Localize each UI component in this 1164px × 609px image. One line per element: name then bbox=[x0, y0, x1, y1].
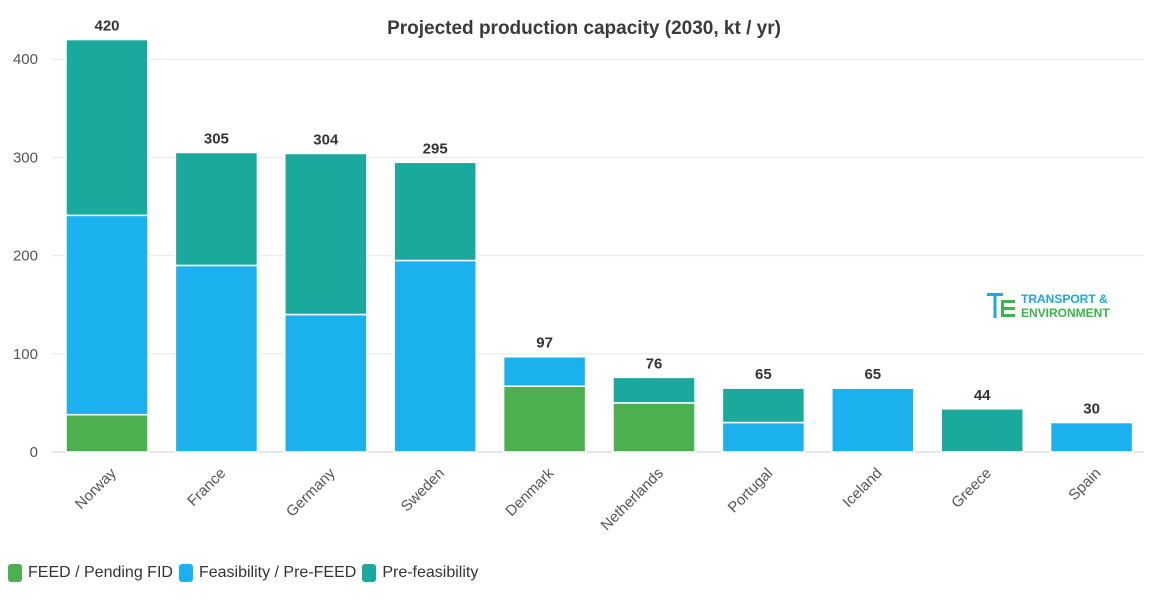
bar-segment[interactable] bbox=[65, 214, 149, 416]
legend-swatch-feasibility bbox=[178, 564, 193, 582]
y-tick-label: 200 bbox=[13, 248, 38, 265]
bar-segment[interactable] bbox=[284, 313, 368, 453]
legend: FEED / Pending FID Feasibility / Pre-FEE… bbox=[8, 564, 484, 582]
bar-segment[interactable] bbox=[502, 385, 587, 453]
x-category-label: Portugal bbox=[725, 465, 777, 517]
x-category-label: Sweden bbox=[398, 465, 448, 515]
brand-line-1: TRANSPORT & bbox=[1021, 292, 1108, 306]
bar-total-label: 295 bbox=[423, 140, 448, 157]
bar-segment[interactable] bbox=[721, 387, 806, 424]
bar-segment[interactable] bbox=[612, 376, 696, 404]
brand-line-2: ENVIRONMENT bbox=[1021, 306, 1110, 320]
bar-segment[interactable] bbox=[502, 355, 587, 387]
bar-total-label: 76 bbox=[646, 355, 663, 372]
bar-segment[interactable] bbox=[1049, 421, 1134, 453]
bar-segment[interactable] bbox=[174, 151, 259, 267]
x-category-label: Norway bbox=[72, 464, 120, 512]
legend-item-feed[interactable]: FEED / Pending FID bbox=[8, 564, 173, 582]
x-category-label: Spain bbox=[1065, 465, 1104, 504]
chart-title: Projected production capacity (2030, kt … bbox=[387, 18, 781, 39]
y-axis-ticks: 0 100 200 300 400 bbox=[13, 51, 38, 461]
legend-item-pre-feasibility[interactable]: Pre-feasibility bbox=[362, 564, 478, 582]
legend-swatch-pre-feasibility bbox=[362, 564, 377, 582]
legend-label-pre-feasibility: Pre-feasibility bbox=[382, 564, 479, 581]
x-axis-labels: Norway France Germany Sweden Denmark Netherla… bbox=[72, 464, 1105, 534]
brand-logo-mark bbox=[986, 292, 1016, 320]
y-tick-label: 300 bbox=[13, 149, 38, 166]
x-category-label: Germany bbox=[283, 464, 339, 520]
brand-logo: TRANSPORT & ENVIRONMENT bbox=[986, 292, 1110, 320]
bar-totals: 420 305 304 295 97 76 65 65 44 30 bbox=[94, 18, 1099, 418]
x-category-label: Greece bbox=[948, 465, 995, 512]
bar-total-label: 97 bbox=[536, 335, 553, 352]
legend-swatch-feed bbox=[8, 564, 22, 582]
y-tick-label: 100 bbox=[13, 346, 38, 363]
bar-segment[interactable] bbox=[174, 264, 259, 453]
bars bbox=[65, 38, 1134, 453]
bar-segment[interactable] bbox=[393, 259, 477, 453]
bar-segment[interactable] bbox=[831, 387, 915, 453]
x-category-label: France bbox=[184, 465, 229, 510]
bar-total-label: 304 bbox=[313, 131, 339, 148]
x-category-label: Denmark bbox=[502, 464, 557, 519]
bar-segment[interactable] bbox=[721, 421, 806, 453]
bar-total-label: 44 bbox=[974, 387, 991, 404]
legend-item-feasibility[interactable]: Feasibility / Pre-FEED bbox=[178, 564, 357, 582]
bar-segment[interactable] bbox=[393, 161, 477, 262]
bar-total-label: 65 bbox=[864, 366, 881, 383]
bar-total-label: 65 bbox=[755, 366, 772, 383]
bar-segment[interactable] bbox=[65, 38, 149, 217]
bar-segment[interactable] bbox=[65, 413, 149, 453]
legend-label-feed: FEED / Pending FID bbox=[28, 564, 173, 581]
bar-segment[interactable] bbox=[284, 152, 368, 316]
bar-segment[interactable] bbox=[612, 402, 696, 453]
y-tick-label: 400 bbox=[13, 51, 38, 68]
y-tick-label: 0 bbox=[30, 444, 38, 461]
bar-segment[interactable] bbox=[940, 408, 1024, 453]
bar-total-label: 305 bbox=[204, 130, 229, 147]
bar-total-label: 30 bbox=[1083, 401, 1100, 418]
x-category-label: Iceland bbox=[839, 465, 885, 511]
legend-label-feasibility: Feasibility / Pre-FEED bbox=[198, 564, 357, 581]
bar-total-label: 420 bbox=[94, 18, 119, 35]
x-category-label: Netherlands bbox=[598, 465, 667, 534]
